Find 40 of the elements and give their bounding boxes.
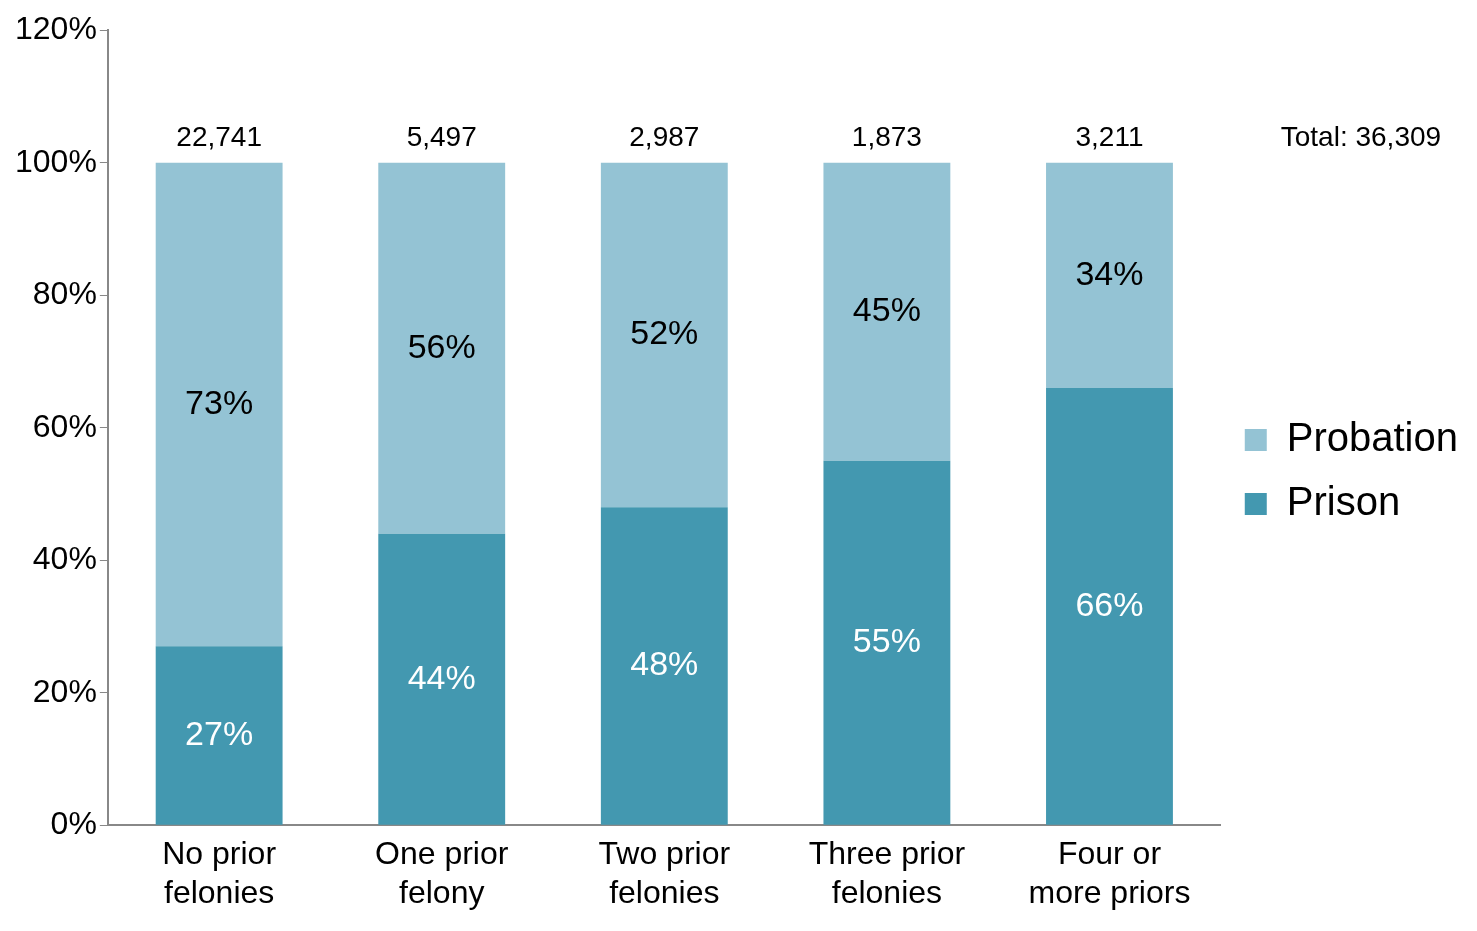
annotation: 3,211 (1075, 121, 1144, 153)
bar (600, 507, 728, 825)
bar (155, 162, 283, 647)
x-tick-label: No prior felonies (162, 835, 277, 910)
bar (823, 162, 951, 461)
bar (600, 162, 728, 508)
data-label: 48% (630, 644, 699, 683)
y-tick-label: 0% (50, 805, 97, 842)
data-label: 56% (407, 326, 476, 365)
y-tick-label: 80% (32, 275, 97, 312)
data-label: 34% (1075, 253, 1144, 292)
text: Total: 36,309 (1280, 121, 1442, 153)
data-label: 66% (1075, 584, 1144, 623)
bar (378, 533, 506, 825)
data-label: 55% (852, 621, 921, 660)
legend-label: Probation (1286, 415, 1458, 460)
y-tick-label: 60% (32, 407, 97, 444)
y-tick-label: 20% (32, 672, 97, 709)
bar (378, 162, 506, 534)
y-tick-label: 40% (32, 540, 97, 577)
data-label: 73% (185, 382, 254, 421)
annotation: 22,741 (176, 121, 262, 153)
annotation: 1,873 (851, 121, 922, 153)
bar (155, 646, 283, 825)
data-label: 52% (630, 313, 699, 352)
x-tick-label: Two prior felonies (598, 835, 731, 910)
data-label: 45% (852, 290, 921, 329)
bar (1046, 162, 1173, 388)
y-tick-label: 100% (15, 142, 97, 179)
x-tick-label: Four or more priors (1028, 835, 1191, 910)
y-tick-label: 120% (15, 10, 97, 47)
legend-label: Prison (1286, 479, 1401, 524)
bar (1046, 387, 1173, 825)
data-label: 44% (407, 657, 476, 696)
annotation: 5,497 (406, 121, 477, 153)
data-label: 27% (185, 713, 254, 752)
annotation: 2,987 (629, 121, 700, 153)
bar (823, 460, 951, 825)
x-tick-label: One prior felony (375, 835, 509, 910)
x-tick-label: Three prior felonies (808, 835, 966, 910)
